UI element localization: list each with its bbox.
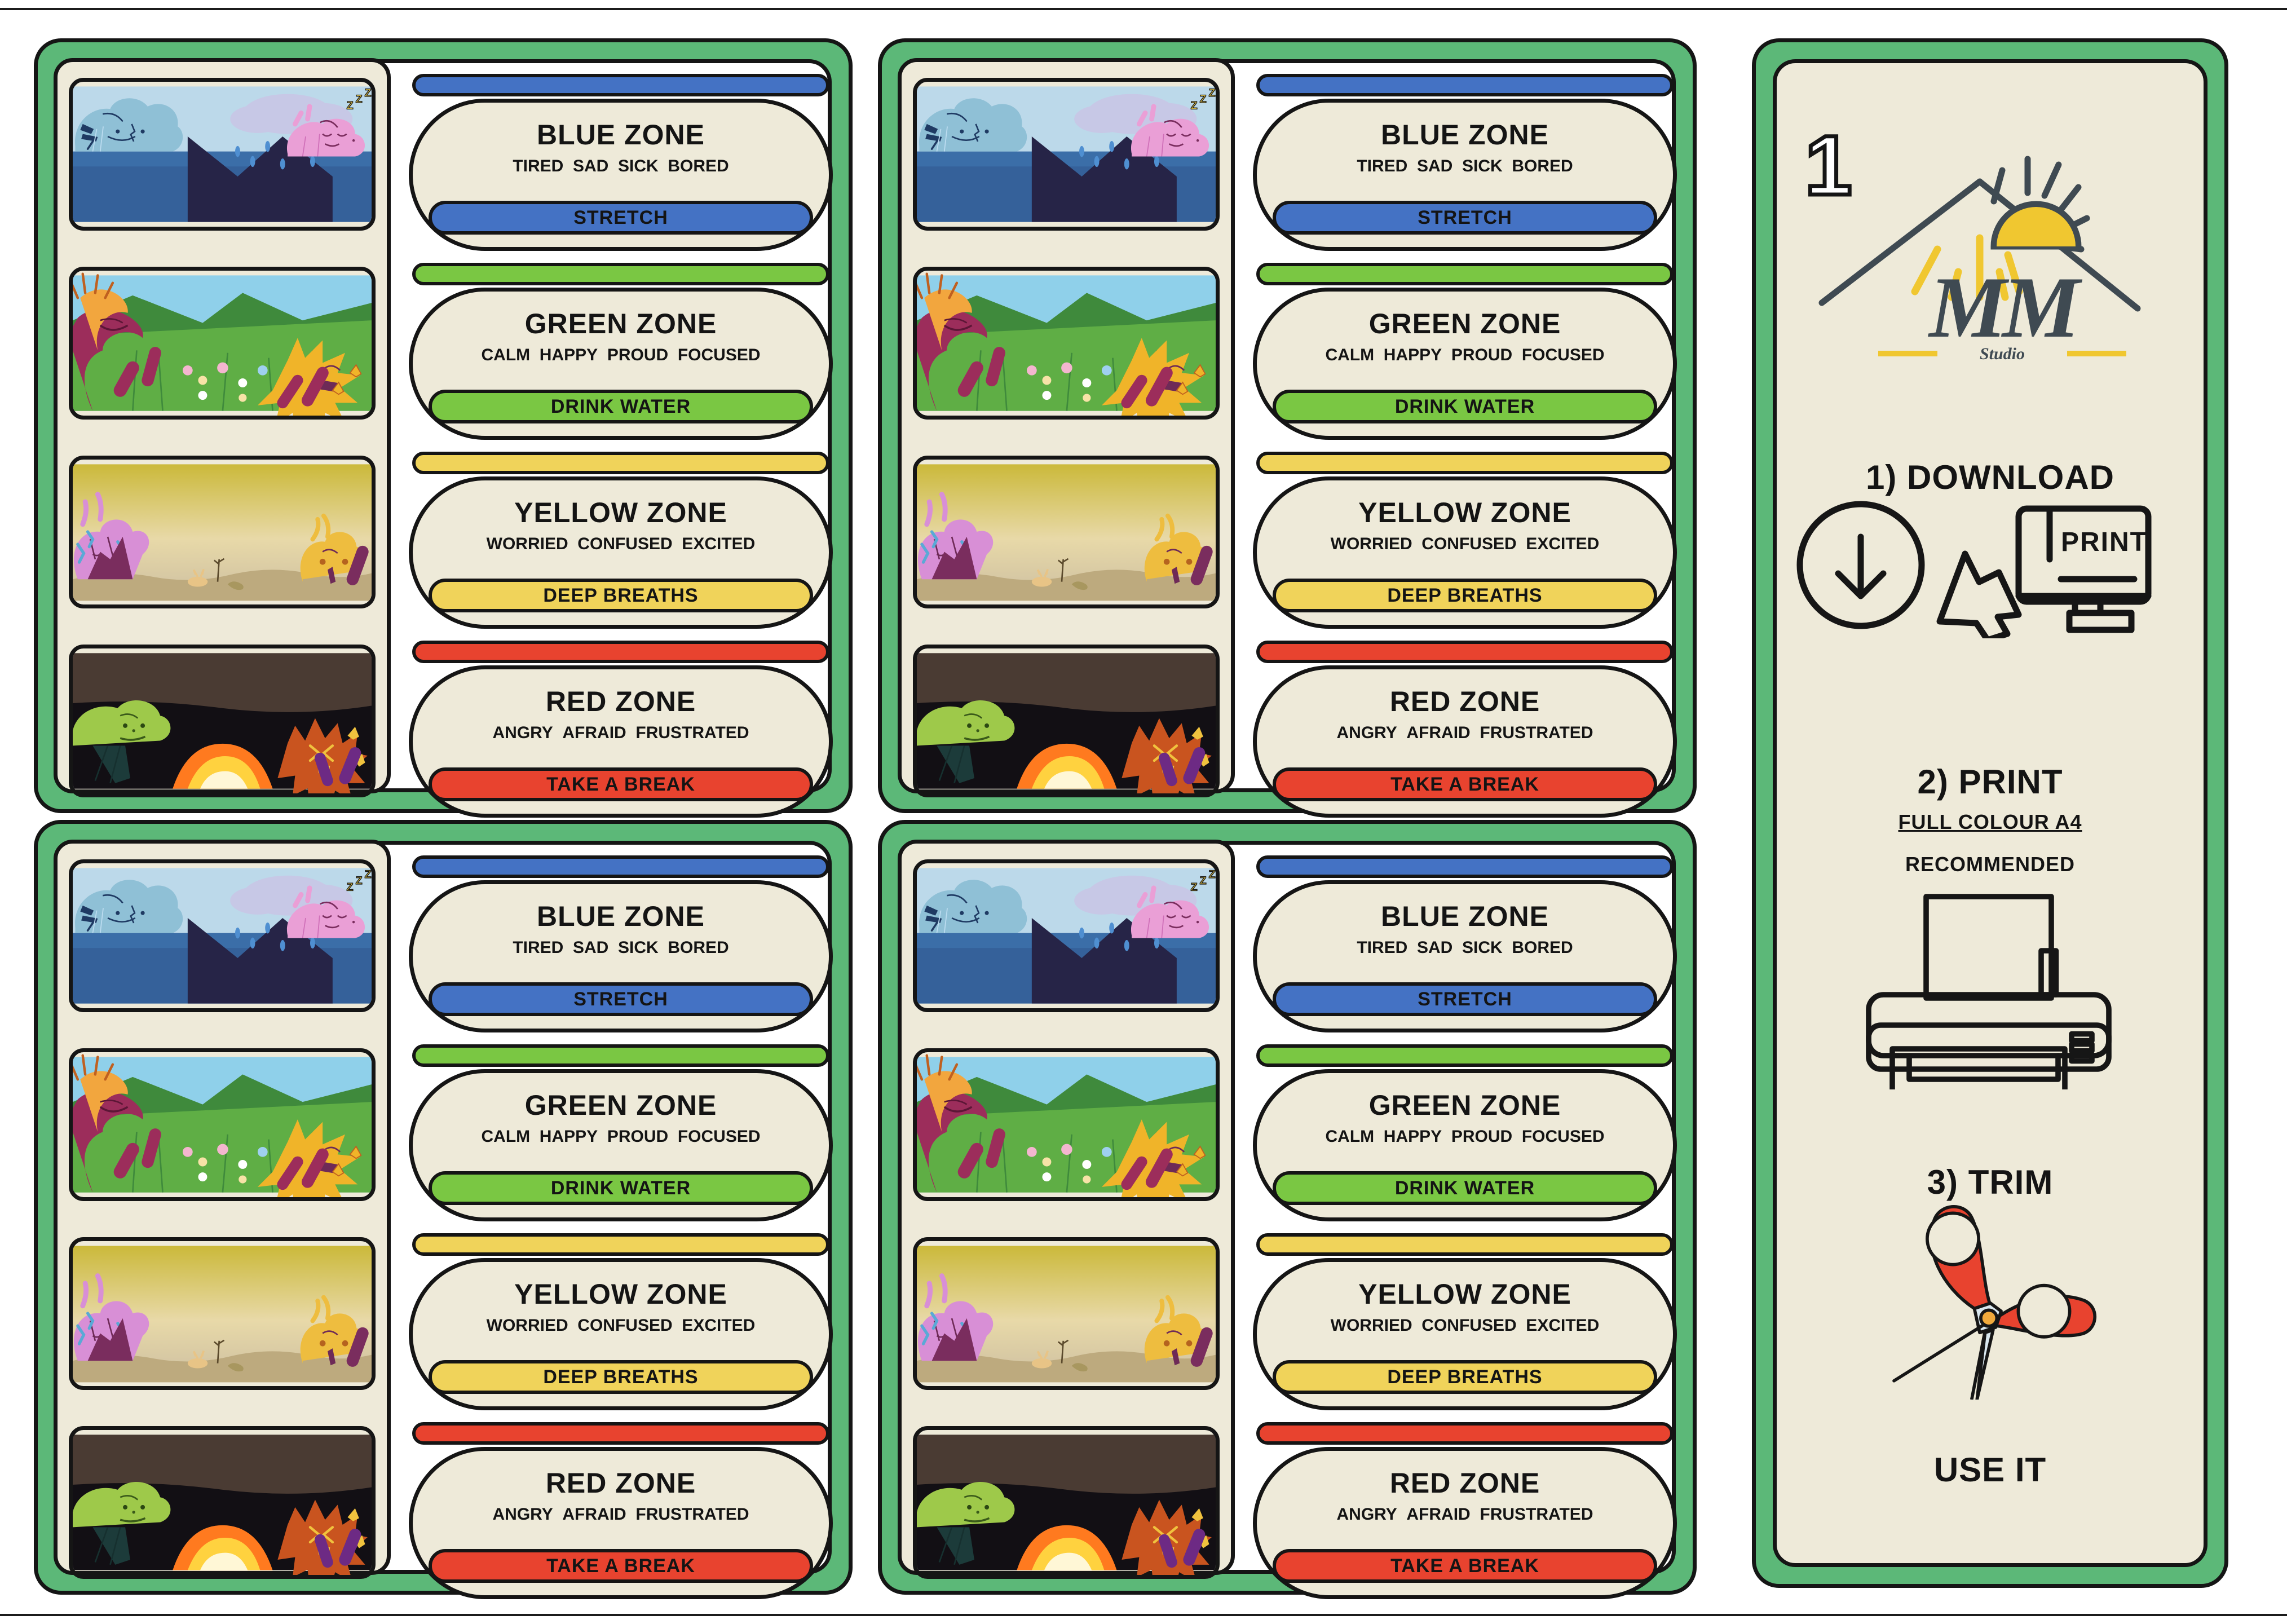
svg-text:Z: Z <box>356 875 363 887</box>
svg-text:Z: Z <box>365 87 372 99</box>
svg-text:MM: MM <box>1927 259 2083 356</box>
svg-text:Z: Z <box>365 868 372 881</box>
svg-text:Z: Z <box>347 99 354 112</box>
svg-text:Z: Z <box>1200 875 1207 887</box>
svg-text:Z: Z <box>347 881 354 893</box>
svg-text:Studio: Studio <box>1980 345 2025 363</box>
svg-text:Z: Z <box>1209 87 1216 99</box>
svg-text:Z: Z <box>1209 868 1216 881</box>
svg-text:Z: Z <box>1191 99 1198 112</box>
svg-text:PRINT: PRINT <box>2061 527 2148 557</box>
svg-text:Z: Z <box>1200 93 1207 105</box>
svg-text:Z: Z <box>356 93 363 105</box>
svg-text:Z: Z <box>1191 881 1198 893</box>
